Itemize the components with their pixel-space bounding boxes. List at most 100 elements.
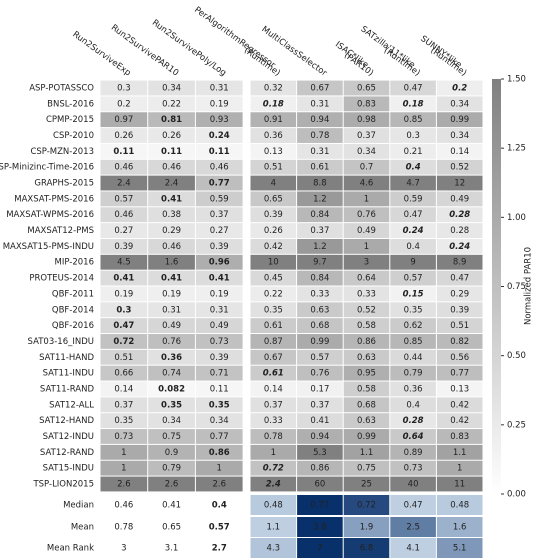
cell-value: 4 <box>271 179 276 189</box>
cell-value: 0.39 <box>264 210 283 220</box>
cell-value: 0.11 <box>161 147 182 157</box>
heatmap-cell <box>148 460 195 476</box>
colorbar-tick-label: 1.25 <box>507 144 526 154</box>
cell-value: 0.81 <box>161 115 182 125</box>
cell-value: 0.28 <box>449 210 470 220</box>
heatmap-cell <box>148 476 195 492</box>
heatmap-cell <box>343 476 390 492</box>
cell-value: 9.7 <box>313 258 327 268</box>
heatmap-cell <box>390 334 436 349</box>
heatmap-cell <box>195 334 243 349</box>
cell-value: 8.9 <box>453 258 467 268</box>
cell-value: 0.42 <box>450 416 469 426</box>
cell-value: 0.18 <box>263 99 284 109</box>
cell-value: 0.19 <box>162 289 181 299</box>
heatmap-cell <box>390 128 436 143</box>
cell-value: 0.18 <box>403 99 424 109</box>
heatmap-cell <box>100 80 148 96</box>
heatmap-cell <box>297 223 343 238</box>
heatmap-cell <box>250 128 297 143</box>
heatmap-cell <box>195 517 243 537</box>
cell-value: 0.87 <box>264 337 283 347</box>
cell-value: 0.59 <box>404 194 423 204</box>
heatmap-cell <box>195 191 243 207</box>
cell-value: 1.2 <box>313 242 327 252</box>
cell-value: 0.3 <box>116 305 131 315</box>
cell-value: 1 <box>364 194 369 204</box>
cell-value: 0.46 <box>114 501 133 511</box>
cell-value: 0.31 <box>210 84 229 94</box>
heatmap-cell <box>250 302 297 318</box>
cell-value: 1.9 <box>360 523 374 533</box>
heatmap-cell <box>343 538 390 558</box>
cell-value: 0.35 <box>114 416 133 426</box>
cell-value: 0.24 <box>449 242 470 252</box>
cell-value: 0.86 <box>357 337 376 347</box>
heatmap-cell <box>297 334 343 349</box>
heatmap-cell <box>343 397 390 413</box>
cell-value: 0.26 <box>264 226 283 236</box>
cell-value: 0.63 <box>310 305 329 315</box>
heatmap-cell <box>343 96 390 112</box>
cell-value: 0.51 <box>114 353 133 363</box>
heatmap-cell <box>100 270 148 286</box>
cell-value: 0.17 <box>310 384 329 394</box>
cell-value: 0.41 <box>162 501 181 511</box>
cell-value: 2.4 <box>266 480 281 490</box>
heatmap-cell <box>436 191 483 207</box>
heatmap-cell <box>343 254 390 270</box>
row-label: SAT03-16_INDU <box>28 337 94 347</box>
heatmap-cell <box>100 128 148 143</box>
cell-value: 0.83 <box>450 432 469 442</box>
heatmap-cell <box>390 175 436 191</box>
colorbar-tick-label: 0.00 <box>507 490 526 500</box>
row-label: QBF-2016 <box>52 321 94 331</box>
heatmap-cell <box>343 460 390 476</box>
cell-value: 0.77 <box>310 501 329 511</box>
cell-value: 2.6 <box>117 480 131 490</box>
heatmap-cell <box>250 444 297 460</box>
cell-value: 0.67 <box>310 84 329 94</box>
heatmap-cell <box>250 96 297 112</box>
cell-value: 0.61 <box>263 369 284 379</box>
heatmap-cell <box>436 254 483 270</box>
cell-value: 0.47 <box>450 274 469 284</box>
heatmap-cell <box>436 96 483 112</box>
heatmap-cell <box>148 495 195 515</box>
heatmap-cell <box>195 207 243 223</box>
heatmap-cell <box>436 175 483 191</box>
heatmap-cell <box>100 334 148 349</box>
heatmap-cell <box>390 112 436 128</box>
heatmap-cell <box>148 444 195 460</box>
heatmap-cell <box>148 270 195 286</box>
heatmap-cell <box>195 429 243 444</box>
heatmap-cell <box>148 175 195 191</box>
cell-value: 0.19 <box>114 289 133 299</box>
cell-value: 0.35 <box>404 305 423 315</box>
heatmap-cell <box>390 286 436 302</box>
cell-value: 0.39 <box>114 242 133 252</box>
heatmap-cell <box>343 128 390 143</box>
cell-value: 0.75 <box>162 432 181 442</box>
heatmap-cell <box>436 128 483 143</box>
cell-value: 0.37 <box>264 400 283 410</box>
cell-value: 0.34 <box>162 416 181 426</box>
cell-value: 0.59 <box>210 194 229 204</box>
heatmap-cell <box>390 207 436 223</box>
heatmap-cell <box>297 191 343 207</box>
cell-value: 0.61 <box>264 321 283 331</box>
heatmap-cell <box>148 318 195 334</box>
cell-value: 0.37 <box>310 400 329 410</box>
cell-value: 0.47 <box>404 501 423 511</box>
heatmap-cell <box>343 517 390 537</box>
heatmap-cell <box>250 318 297 334</box>
heatmap-cell <box>436 334 483 349</box>
row-label: SAT11-RAND <box>40 384 95 394</box>
cell-value: 0.35 <box>161 400 182 410</box>
heatmap-cell <box>436 538 483 558</box>
cell-value: 0.46 <box>162 163 181 173</box>
cell-value: 0.28 <box>403 416 424 426</box>
cell-value: 0.28 <box>450 226 469 236</box>
heatmap-cell <box>100 207 148 223</box>
heatmap-cell <box>195 538 243 558</box>
